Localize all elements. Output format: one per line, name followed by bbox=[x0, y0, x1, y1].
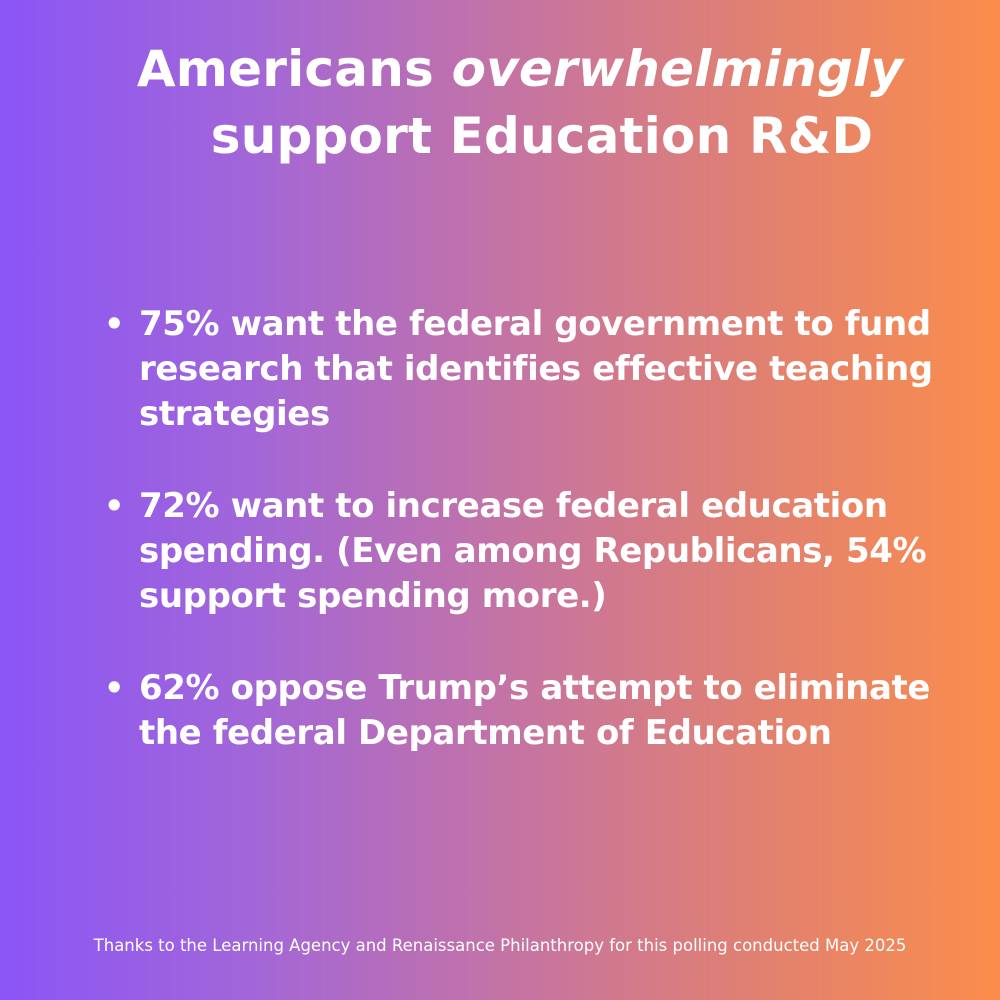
title-line-1: Americans overwhelmingly bbox=[60, 36, 980, 103]
bullet-dot-icon: • bbox=[104, 487, 125, 525]
bullet-text: 72% want to increase federal education s… bbox=[139, 486, 927, 616]
title-line-2: support Education R&D bbox=[210, 107, 874, 165]
bullet-dot-icon: • bbox=[104, 305, 125, 343]
title-prefix: Americans bbox=[136, 40, 452, 98]
bullet-item-federal-research: • 75% want the federal government to fun… bbox=[102, 302, 982, 437]
bullet-dot-icon: • bbox=[104, 669, 125, 707]
bullet-text: 62% oppose Trump’s attempt to eliminate … bbox=[139, 668, 931, 753]
bullet-list: • 75% want the federal government to fun… bbox=[102, 302, 982, 803]
bullet-item-education-spending: • 72% want to increase federal education… bbox=[102, 484, 982, 619]
bullet-text: 75% want the federal government to fund … bbox=[139, 304, 933, 434]
bullet-item-oppose-elimination: • 62% oppose Trump’s attempt to eliminat… bbox=[102, 666, 982, 756]
title-emphasis: overwhelmingly bbox=[451, 40, 904, 98]
poster-title: Americans overwhelmingly support Educati… bbox=[60, 36, 980, 170]
footer-credit: Thanks to the Learning Agency and Renais… bbox=[93, 936, 907, 955]
